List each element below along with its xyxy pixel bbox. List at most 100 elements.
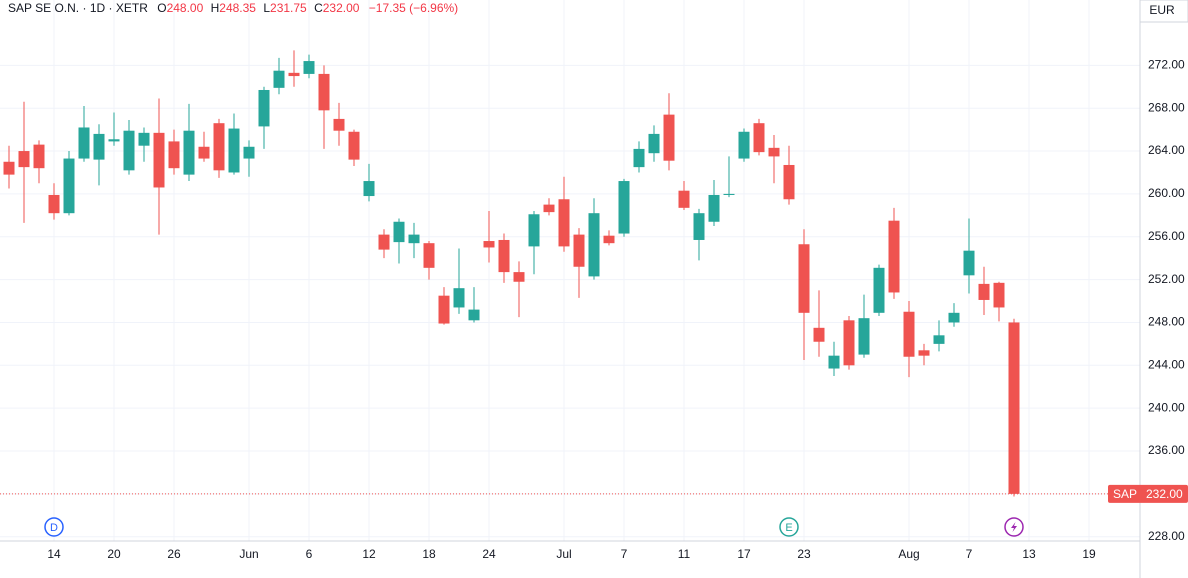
x-tick-label: 24	[482, 547, 496, 561]
candle-body	[663, 114, 675, 161]
candle-body	[108, 139, 120, 142]
candle-body	[18, 151, 30, 168]
y-tick-label: 244.00	[1148, 357, 1185, 371]
sep: ·	[82, 1, 89, 15]
y-tick-label: 260.00	[1148, 186, 1185, 200]
candle-body	[423, 243, 435, 268]
event-marker[interactable]	[44, 517, 64, 537]
candle-body	[903, 311, 915, 357]
candle-body	[183, 130, 195, 175]
candle-body	[333, 118, 345, 131]
ohlc-value: 248.35	[219, 1, 256, 15]
y-tick-label: 264.00	[1148, 143, 1185, 157]
ohlc-label: H	[211, 1, 220, 15]
candle-body	[318, 73, 330, 111]
candle-body	[363, 181, 375, 197]
candle-body	[303, 61, 315, 74]
candle-body	[258, 89, 270, 127]
x-tick-label: 26	[167, 547, 181, 561]
y-tick-label: 252.00	[1148, 272, 1185, 286]
candle-body	[288, 72, 300, 77]
candle-body	[933, 335, 945, 344]
legend: SAP SE O.N. · 1D · XETR O248.00 H248.35 …	[8, 1, 458, 15]
dividend-split-icon[interactable]	[1004, 517, 1024, 537]
x-tick-label: Aug	[898, 547, 919, 561]
event-label[interactable]: E	[785, 522, 792, 534]
change: −17.35 (−6.96%)	[369, 1, 458, 15]
y-tick-label: 248.00	[1148, 315, 1185, 329]
lightning[interactable]	[1011, 522, 1017, 532]
sep: ·	[109, 1, 116, 15]
candle-body	[948, 312, 960, 323]
candle-body	[48, 194, 60, 214]
candle-body	[573, 234, 585, 267]
y-tick-label: 256.00	[1148, 229, 1185, 243]
candle-body	[393, 221, 405, 243]
candle-body	[753, 123, 765, 153]
candle-body	[438, 295, 450, 324]
candle-body	[498, 239, 510, 273]
candle-body	[888, 220, 900, 293]
candle-body	[243, 146, 255, 159]
candle-body	[1008, 322, 1020, 494]
ohlc-value: 232.00	[323, 1, 360, 15]
interval: 1D	[90, 1, 106, 15]
candle-body	[78, 127, 90, 159]
candle-body	[93, 133, 105, 160]
y-tick-label: 240.00	[1148, 400, 1185, 414]
candle-body	[828, 355, 840, 369]
candle-body	[813, 327, 825, 342]
candle-body	[348, 131, 360, 160]
candle-body	[513, 272, 525, 282]
currency[interactable]: EUR	[1149, 3, 1175, 17]
price-tag-name: SAP	[1113, 487, 1137, 501]
y-tick-label: 272.00	[1148, 58, 1185, 72]
x-tick-label: 19	[1082, 547, 1096, 561]
candle-body	[528, 214, 540, 247]
x-tick-label: 20	[107, 547, 121, 561]
currency-box[interactable]	[1139, 0, 1188, 23]
candle-body	[993, 282, 1005, 308]
candle-body	[408, 234, 420, 244]
price-tag	[1108, 484, 1188, 503]
ohlc-label: C	[314, 1, 323, 15]
ohlc-value: 231.75	[270, 1, 307, 15]
candle-body	[633, 148, 645, 168]
x-tick-label: 12	[362, 547, 376, 561]
candle-body	[213, 123, 225, 171]
candle-body	[198, 146, 210, 159]
event-marker[interactable]	[779, 517, 799, 537]
candle-body	[708, 194, 720, 222]
ohlc-label: O	[157, 1, 166, 15]
candle-body	[123, 130, 135, 171]
candle-body	[378, 234, 390, 250]
candle-body	[768, 147, 780, 157]
symbol-name: SAP SE O.N.	[8, 1, 79, 15]
candle-body	[138, 132, 150, 146]
candle-body	[3, 161, 15, 175]
x-tick-label: 23	[797, 547, 811, 561]
candle-body	[783, 164, 795, 200]
x-tick-label: 17	[737, 547, 751, 561]
ohlc-label: L	[263, 1, 270, 15]
candle-body	[588, 213, 600, 277]
candle-body	[558, 199, 570, 247]
price-tag-value: 232.00	[1146, 487, 1183, 501]
candle-body	[63, 158, 75, 214]
grid	[0, 0, 1140, 541]
event-label[interactable]: D	[50, 522, 58, 534]
candle-body	[468, 309, 480, 321]
candle-body	[858, 318, 870, 355]
candle-body	[918, 350, 930, 356]
x-tick-label: 11	[678, 547, 691, 561]
candle-body	[153, 132, 165, 188]
x-tick-label: 14	[47, 547, 61, 561]
y-tick-label: 236.00	[1148, 443, 1185, 457]
candle-body	[168, 141, 180, 169]
candle-body	[228, 128, 240, 173]
exchange: XETR	[116, 1, 148, 15]
candle-body	[978, 283, 990, 300]
candle-body	[873, 267, 885, 313]
candle-body	[798, 244, 810, 313]
